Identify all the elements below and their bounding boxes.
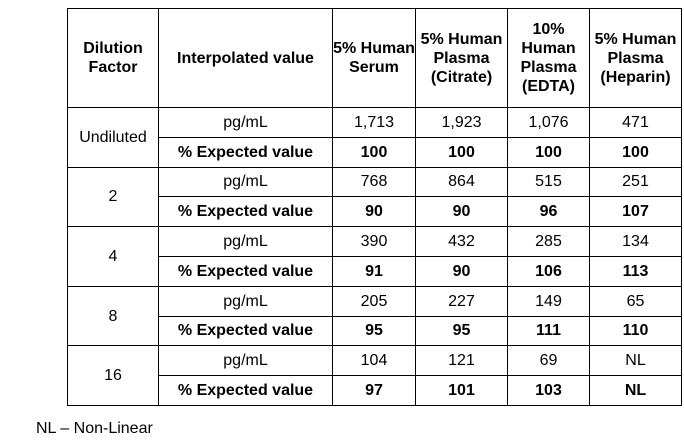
table-row: % Expected value 95 95 111 110	[68, 315, 682, 347]
value-cell: 1,713	[332, 107, 416, 138]
table-row: 8 pg/mL 205 227 149 65	[67, 285, 682, 347]
header-cell: 10% Human Plasma (EDTA)	[507, 8, 590, 108]
table-row: % Expected value 90 90 96 107	[68, 196, 682, 228]
value-cell: 471	[589, 107, 682, 138]
header-cell: Interpolated value	[158, 8, 333, 108]
value-cell: 101	[415, 375, 508, 406]
value-cell: 95	[415, 315, 508, 347]
value-cell: 515	[507, 166, 590, 198]
value-cell: 251	[589, 166, 682, 198]
table-row: 16 pg/mL 104 121 69 NL	[67, 345, 682, 406]
table-row: Undiluted pg/mL 1,713 1,923 1,076 471	[67, 107, 682, 168]
table-row: % Expected value 97 101 103 NL	[68, 375, 682, 406]
header-cell: 5% Human Plasma (Heparin)	[589, 8, 682, 108]
value-cell: 103	[507, 375, 590, 406]
row-label-cell: pg/mL	[158, 345, 333, 377]
value-cell: NL	[589, 375, 682, 406]
value-cell: 390	[332, 226, 416, 257]
value-cell: 111	[507, 315, 590, 347]
dilution-factor-cell: 8	[67, 285, 159, 347]
header-cell: 5% Human Serum	[332, 8, 416, 108]
table-row: 4 pg/mL 390 432 285 134	[67, 226, 682, 287]
value-cell: 110	[589, 315, 682, 347]
row-label-cell: pg/mL	[158, 107, 333, 138]
value-cell: 121	[415, 345, 508, 377]
value-cell: 69	[507, 345, 590, 377]
value-cell: 100	[589, 136, 682, 168]
dilution-linearity-table: Dilution Factor Interpolated value 5% Hu…	[67, 8, 682, 406]
table-row: % Expected value 91 90 106 113	[68, 255, 682, 287]
value-cell: 91	[332, 255, 416, 287]
row-label-cell: % Expected value	[158, 315, 333, 347]
value-cell: 100	[415, 136, 508, 168]
footnote: NL – Non-Linear	[36, 420, 153, 437]
row-label-cell: pg/mL	[158, 166, 333, 198]
row-label-cell: % Expected value	[158, 255, 333, 287]
table-row: 2 pg/mL 768 864 515 251	[67, 166, 682, 228]
header-cell: Dilution Factor	[67, 8, 159, 108]
value-cell: 227	[415, 285, 508, 317]
value-cell: NL	[589, 345, 682, 377]
header-cell: 5% Human Plasma (Citrate)	[415, 8, 508, 108]
value-cell: 106	[507, 255, 590, 287]
value-cell: 90	[415, 255, 508, 287]
dilution-factor-cell: 2	[67, 166, 159, 228]
value-cell: 1,923	[415, 107, 508, 138]
value-cell: 113	[589, 255, 682, 287]
value-cell: 96	[507, 196, 590, 228]
row-label-cell: % Expected value	[158, 196, 333, 228]
value-cell: 97	[332, 375, 416, 406]
value-cell: 1,076	[507, 107, 590, 138]
value-cell: 100	[332, 136, 416, 168]
value-cell: 90	[415, 196, 508, 228]
value-cell: 65	[589, 285, 682, 317]
row-label-cell: % Expected value	[158, 136, 333, 168]
value-cell: 90	[332, 196, 416, 228]
dilution-factor-cell: 4	[67, 226, 159, 287]
row-label-cell: pg/mL	[158, 285, 333, 317]
value-cell: 149	[507, 285, 590, 317]
dilution-factor-cell: 16	[67, 345, 159, 406]
dilution-factor-cell: Undiluted	[67, 107, 159, 168]
value-cell: 100	[507, 136, 590, 168]
header-row: Dilution Factor Interpolated value 5% Hu…	[67, 8, 682, 108]
value-cell: 107	[589, 196, 682, 228]
row-label-cell: % Expected value	[158, 375, 333, 406]
value-cell: 104	[332, 345, 416, 377]
value-cell: 95	[332, 315, 416, 347]
value-cell: 205	[332, 285, 416, 317]
value-cell: 768	[332, 166, 416, 198]
row-label-cell: pg/mL	[158, 226, 333, 257]
value-cell: 432	[415, 226, 508, 257]
value-cell: 134	[589, 226, 682, 257]
value-cell: 864	[415, 166, 508, 198]
value-cell: 285	[507, 226, 590, 257]
table-row: % Expected value 100 100 100 100	[68, 136, 682, 168]
